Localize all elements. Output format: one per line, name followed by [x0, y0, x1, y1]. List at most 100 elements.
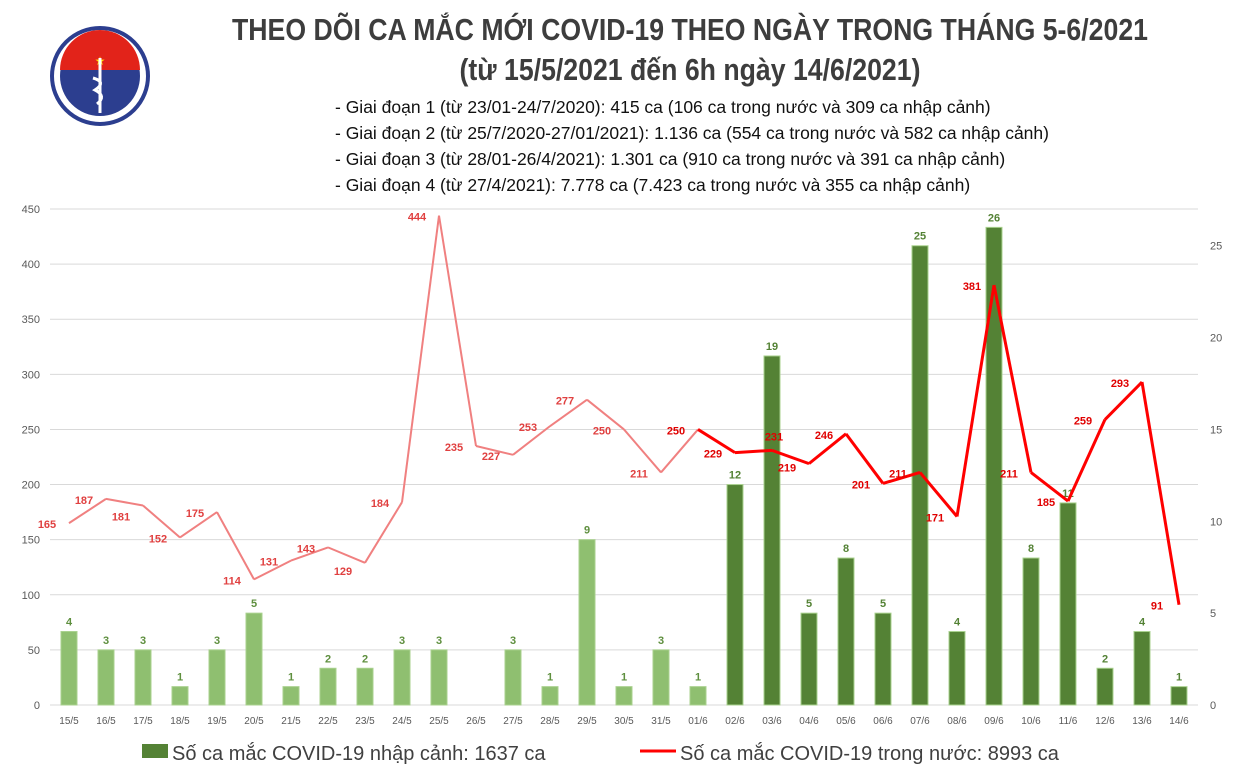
x-tick-label: 02/6 [725, 716, 745, 727]
line-value-label: 211 [889, 468, 907, 480]
left-tick-label: 50 [28, 645, 40, 657]
bar [541, 686, 559, 706]
left-tick-label: 100 [22, 590, 40, 602]
line-segment [586, 398, 625, 431]
line-segment [660, 428, 699, 474]
bar [504, 649, 522, 706]
bar-value-label: 9 [584, 525, 590, 537]
bar-value-label: 3 [140, 635, 146, 647]
bar-value-label: 3 [399, 635, 405, 647]
bar-value-label: 19 [766, 341, 778, 353]
line-segment [808, 432, 847, 465]
line-segment [253, 559, 292, 581]
bar [689, 686, 707, 706]
bar [837, 557, 855, 706]
bar-value-label: 1 [695, 672, 701, 684]
x-tick-label: 21/5 [281, 716, 301, 727]
left-tick-label: 400 [22, 259, 40, 271]
line-value-label: 91 [1151, 601, 1163, 613]
x-tick-label: 12/6 [1095, 716, 1115, 727]
bar [356, 667, 374, 706]
line-segment [734, 448, 773, 455]
line-value-label: 227 [482, 451, 500, 463]
left-tick-label: 200 [22, 480, 40, 492]
bar [171, 686, 189, 706]
right-tick-label: 25 [1210, 241, 1222, 253]
bar [652, 649, 670, 706]
x-tick-label: 06/6 [873, 716, 893, 727]
bar-value-label: 2 [362, 653, 368, 665]
line-value-label: 187 [75, 495, 93, 507]
bar-value-label: 2 [1102, 653, 1108, 665]
x-tick-label: 16/5 [96, 716, 116, 727]
bar [800, 612, 818, 706]
line-value-label: 259 [1074, 416, 1092, 428]
x-tick-label: 13/6 [1132, 716, 1152, 727]
line-value-label: 171 [926, 513, 944, 525]
line-segment [142, 504, 181, 539]
x-tick-label: 23/5 [355, 716, 375, 727]
ministry-of-health-logo: ★ [50, 26, 150, 126]
bar-value-label: 5 [806, 598, 812, 610]
x-tick-label: 29/5 [577, 716, 597, 727]
x-tick-label: 01/6 [688, 716, 708, 727]
x-tick-label: 19/5 [207, 716, 227, 727]
bar [245, 612, 263, 706]
line-value-label: 184 [371, 498, 390, 510]
x-tick-label: 10/6 [1021, 716, 1041, 727]
bar-value-label: 1 [288, 672, 294, 684]
right-tick-label: 15 [1210, 424, 1222, 436]
x-tick-label: 14/6 [1169, 716, 1189, 727]
stage-2-text: - Giai đoạn 2 (từ 25/7/2020-27/01/2021):… [335, 123, 1049, 143]
bar [319, 667, 337, 706]
bar-value-label: 3 [103, 635, 109, 647]
bar [1096, 667, 1114, 706]
line-segment [918, 471, 959, 518]
line-value-label: 231 [765, 431, 783, 443]
x-tick-label: 25/5 [429, 716, 449, 727]
bar-value-label: 3 [658, 635, 664, 647]
line-segment [697, 428, 736, 454]
bar [763, 355, 781, 706]
line-value-label: 165 [38, 519, 56, 531]
bar-value-label: 3 [214, 635, 220, 647]
line-value-label: 229 [704, 449, 722, 461]
stage-1-text: - Giai đoạn 1 (từ 23/01-24/7/2020): 415 … [335, 97, 991, 117]
right-tick-label: 5 [1210, 608, 1216, 620]
line-segment [882, 470, 921, 485]
line-value-label: 235 [445, 442, 463, 454]
bar [726, 484, 744, 706]
line-segment [68, 498, 107, 524]
line-segment [1066, 418, 1107, 502]
bar-value-label: 4 [66, 617, 73, 629]
line-segment [1030, 471, 1069, 503]
line-segment [179, 511, 218, 539]
bar-value-label: 25 [914, 231, 926, 243]
left-tick-label: 150 [22, 535, 40, 547]
bar-value-label: 8 [1028, 543, 1034, 555]
bar-value-label: 8 [843, 543, 849, 555]
line-segment [512, 425, 551, 456]
bar-value-label: 2 [325, 653, 331, 665]
bar-value-label: 3 [510, 635, 516, 647]
bar [578, 539, 596, 706]
x-tick-label: 31/5 [651, 716, 671, 727]
bar-value-label: 5 [251, 598, 257, 610]
stage-4-text: - Giai đoạn 4 (từ 27/4/2021): 7.778 ca (… [335, 175, 971, 195]
bar [97, 649, 115, 706]
x-tick-label: 15/5 [59, 716, 79, 727]
left-tick-label: 350 [22, 314, 40, 326]
chart-subtitle: (từ 15/5/2021 đến 6h ngày 14/6/2021) [459, 52, 921, 87]
bar [60, 631, 78, 706]
bar [948, 631, 966, 706]
line-value-label: 129 [334, 566, 352, 578]
x-tick-label: 20/5 [244, 716, 264, 727]
x-tick-label: 30/5 [614, 716, 634, 727]
line-value-label: 444 [408, 212, 427, 224]
bar-value-label: 26 [988, 212, 1000, 224]
bar [393, 649, 411, 706]
bar [985, 226, 1003, 706]
line-segment [771, 448, 810, 466]
right-tick-label: 0 [1210, 700, 1216, 712]
line-value-label: 181 [112, 511, 130, 523]
